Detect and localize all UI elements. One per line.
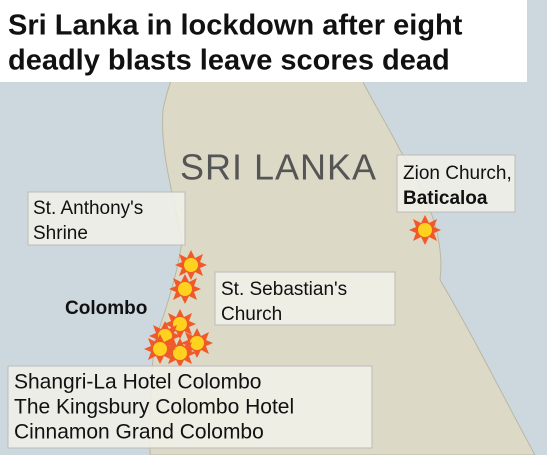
place-label: St. Sebastian's (221, 279, 347, 300)
label-box (396, 154, 516, 213)
title-box (0, 0, 527, 82)
city-label: Colombo (65, 298, 147, 319)
title-line: deadly blasts leave scores dead (8, 45, 450, 77)
label-box (27, 191, 186, 246)
place-label: St. Anthony's (33, 198, 143, 219)
country-label: SRI LANKA (180, 147, 377, 188)
place-label: The Kingsbury Colombo Hotel (14, 396, 294, 419)
place-label: Church (221, 304, 282, 325)
label-box (214, 271, 396, 326)
title-line: Sri Lanka in lockdown after eight (8, 10, 463, 42)
place-label: Shrine (33, 223, 88, 244)
place-label: Shangri-La Hotel Colombo (14, 371, 261, 394)
label-box (7, 365, 373, 449)
place-label: Baticaloa (403, 188, 488, 209)
place-label: Zion Church, (403, 163, 512, 184)
place-label: Cinnamon Grand Colombo (14, 421, 264, 444)
